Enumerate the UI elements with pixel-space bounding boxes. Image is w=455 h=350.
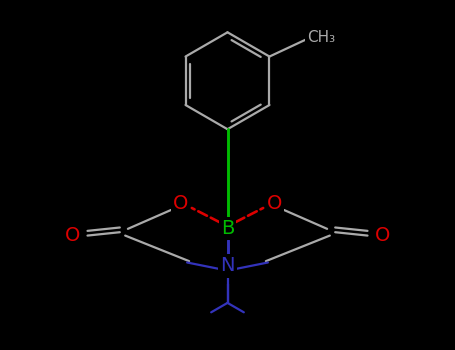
Text: O: O	[65, 226, 81, 245]
Text: B: B	[221, 219, 234, 238]
Text: O: O	[374, 226, 390, 245]
Text: O: O	[267, 194, 282, 213]
Text: N: N	[220, 256, 235, 275]
Text: O: O	[173, 194, 188, 213]
Text: CH₃: CH₃	[307, 30, 335, 45]
